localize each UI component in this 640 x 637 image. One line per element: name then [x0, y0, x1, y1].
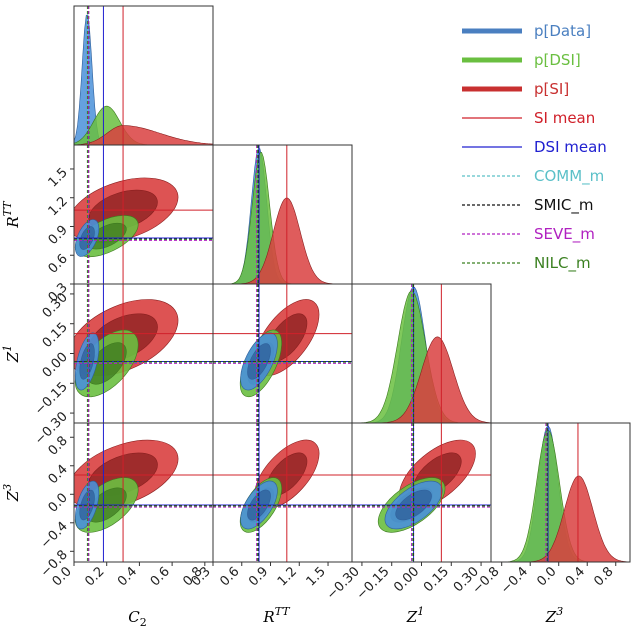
panel-C2-C2: [74, 6, 213, 145]
panel-Z3-Z3: [491, 423, 630, 562]
panel-frame: [490, 422, 631, 563]
panel-Z3-Z1: [352, 423, 491, 562]
x-tick-label: 0.00: [391, 564, 422, 595]
panel-RTT-RTT: [213, 145, 352, 284]
y-tick-label: 0.6: [46, 251, 71, 276]
legend-label: p[SI]: [534, 80, 569, 98]
legend-label: SI mean: [534, 109, 595, 127]
x-tick-label: 0.8: [591, 564, 616, 589]
x-axis-label: RTT: [262, 605, 291, 626]
legend-label: SMIC_m: [534, 196, 593, 215]
x-axis-label: Z1: [406, 605, 424, 626]
y-tick-label: 0.00: [40, 350, 71, 381]
panel-Z1-Z1: [352, 284, 491, 423]
x-tick-label: 1.5: [304, 564, 329, 589]
density-p[DSI]: [352, 290, 491, 423]
legend-label: DSI mean: [534, 138, 607, 156]
legend-label: COMM_m: [534, 167, 604, 186]
panel-Z3-C2: [74, 423, 213, 562]
x-tick-label: 0.2: [82, 564, 107, 589]
density-p[SI]: [213, 197, 352, 284]
x-tick-label: 0.15: [421, 564, 452, 595]
y-tick-label: 0.15: [40, 320, 71, 351]
y-axis-label: Z3: [1, 484, 22, 502]
y-axis-label: Z1: [1, 345, 22, 363]
x-tick-label: −0.15: [354, 564, 393, 603]
x-axis-label: C2: [128, 608, 146, 629]
density-p[SI]: [491, 475, 630, 562]
x-tick-label: −0.30: [324, 564, 363, 603]
y-tick-label: 0.4: [46, 462, 71, 487]
y-tick-label: 1.5: [46, 165, 71, 190]
legend-label: SEVE_m: [534, 225, 595, 244]
panel-Z1-RTT: [213, 284, 352, 423]
panel-RTT-C2: [74, 145, 213, 284]
legend-label: p[DSI]: [534, 51, 581, 69]
y-tick-label: 0.0: [46, 491, 71, 516]
x-tick-label: 0.6: [217, 564, 242, 589]
legend-label: p[Data]: [534, 22, 591, 40]
y-tick-label: −0.4: [38, 519, 71, 552]
legend-label: NILC_m: [534, 254, 591, 273]
x-axis-label: Z3: [545, 605, 563, 626]
legend: p[Data] p[DSI] p[SI] SI mean DSI mean COMM_m S…: [462, 22, 607, 273]
x-tick-label: 0.4: [563, 564, 588, 589]
x-tick-label: 0.6: [148, 564, 173, 589]
y-axis-label: RTT: [1, 200, 22, 229]
x-tick-label: 1.2: [275, 564, 300, 589]
y-tick-label: −0.15: [32, 380, 71, 419]
panel-Z3-RTT: [213, 423, 352, 562]
panel-Z1-C2: [74, 284, 213, 423]
y-tick-label: 0.9: [46, 223, 71, 248]
x-tick-label: −0.4: [498, 564, 531, 597]
x-tick-label: 0.9: [246, 564, 271, 589]
density-p[SI]: [74, 125, 213, 145]
y-tick-label: 1.2: [46, 194, 71, 219]
x-tick-label: 0.4: [115, 564, 140, 589]
density-p[DSI]: [491, 429, 630, 562]
x-tick-label: 0.0: [534, 564, 559, 589]
